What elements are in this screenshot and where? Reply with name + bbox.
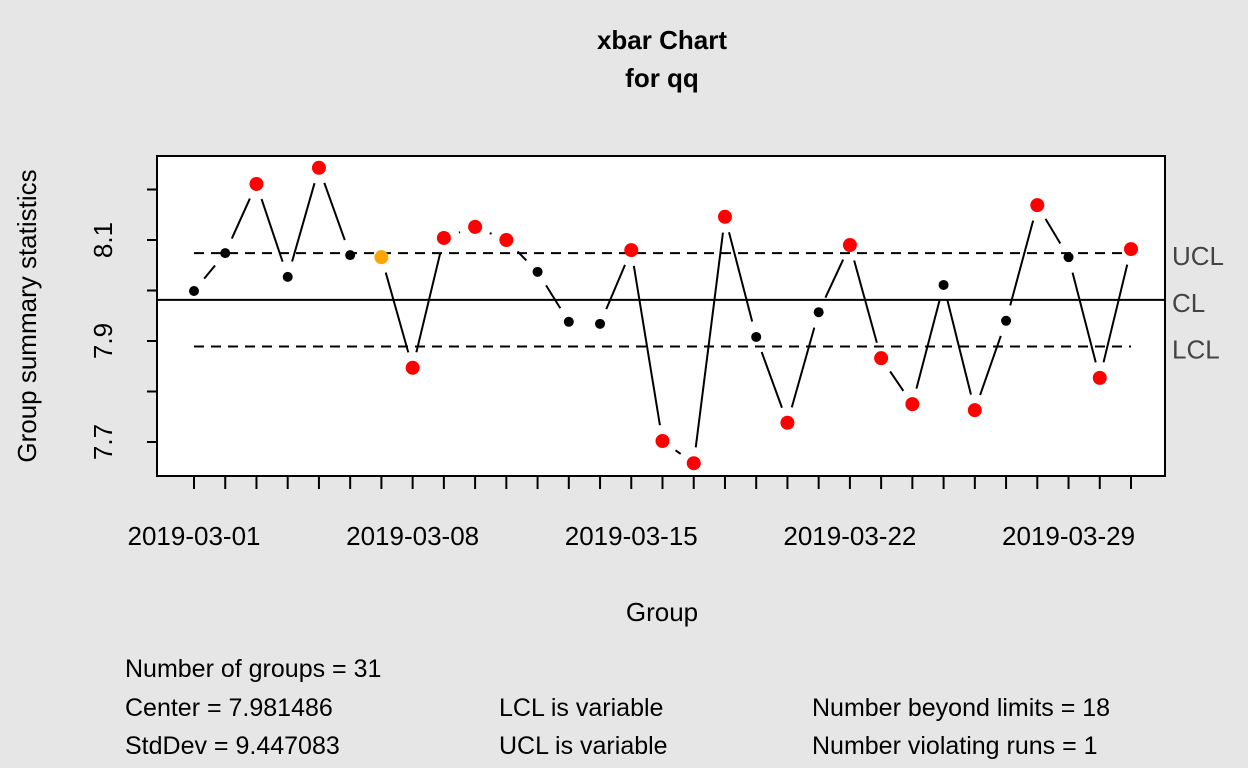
data-segment (824, 259, 845, 299)
data-point (1030, 198, 1045, 213)
data-segment (415, 253, 442, 353)
y-tick-label: 7.7 (88, 424, 118, 460)
stat-beyond: Number beyond limits = 18 (812, 694, 1111, 722)
data-point (655, 433, 670, 448)
stat-groups: Number of groups = 31 (125, 655, 382, 683)
data-segment (545, 284, 562, 309)
data-point (499, 233, 514, 247)
stat-runs: Number violating runs = 1 (812, 732, 1098, 760)
data-point (751, 331, 762, 342)
data-segment (632, 265, 661, 426)
data-segment (790, 327, 816, 408)
data-segment (728, 232, 754, 322)
data-segment (1044, 218, 1062, 244)
data-segment (291, 182, 316, 262)
y-tick-label: 7.9 (88, 323, 118, 359)
data-segment (853, 260, 878, 344)
data-segment (979, 335, 1002, 396)
data-segment (760, 351, 783, 409)
chart-subtitle: for qq (625, 63, 699, 93)
data-point (938, 279, 949, 290)
chart-title: xbar Chart (597, 25, 727, 55)
data-segment (674, 449, 682, 455)
data-point (436, 230, 451, 245)
data-segment (889, 370, 905, 392)
x-tick-label: 2019-03-22 (783, 521, 916, 551)
data-point (595, 318, 606, 329)
data-point (624, 243, 639, 258)
data-segment (1071, 272, 1097, 363)
data-point (220, 248, 231, 259)
data-point (1124, 242, 1138, 257)
data-point (874, 351, 889, 366)
x-axis-label: Group (626, 597, 698, 627)
data-point (468, 219, 483, 234)
data-point (1063, 252, 1074, 263)
data-segment (489, 232, 492, 235)
data-point (189, 286, 199, 297)
data-segment (1009, 220, 1035, 306)
x-tick-label: 2019-03-01 (128, 521, 261, 551)
data-point (405, 360, 420, 375)
lcl-label: LCL (1172, 335, 1220, 365)
stat-stddev: StdDev = 9.447083 (125, 732, 340, 760)
data-segment (260, 198, 284, 263)
data-point (967, 403, 982, 418)
ucl-label: UCL (1172, 241, 1224, 271)
data-segment (516, 250, 528, 262)
x-tick-label: 2019-03-15 (565, 521, 698, 551)
data-point (842, 238, 857, 253)
data-segment (384, 272, 410, 353)
y-tick-label: 8.1 (88, 222, 118, 258)
data-segment (203, 264, 216, 280)
data-point (311, 160, 326, 175)
cl-label: CL (1172, 288, 1205, 318)
stat-lcl: LCL is variable (499, 694, 664, 722)
data-segment (915, 300, 941, 389)
data-point (282, 271, 293, 282)
x-tick-label: 2019-03-08 (346, 521, 479, 551)
data-segment (230, 198, 251, 239)
y-axis-label: Group summary statistics (12, 169, 42, 462)
data-point (563, 316, 574, 327)
stat-center: Center = 7.981486 (125, 694, 333, 722)
data-point (532, 266, 543, 277)
plot-area (156, 155, 1166, 477)
data-point (1001, 315, 1012, 326)
data-point (1092, 370, 1107, 385)
data-point (249, 176, 264, 191)
data-segment (323, 182, 346, 241)
data-point (374, 250, 389, 265)
data-point (717, 209, 732, 224)
data-point (813, 307, 824, 318)
data-segment (1102, 264, 1129, 363)
data-point (905, 397, 920, 412)
data-segment (605, 264, 626, 310)
x-tick-label: 2019-03-29 (1002, 521, 1135, 551)
data-point (686, 456, 701, 471)
stat-ucl: UCL is variable (499, 732, 668, 760)
data-point (780, 415, 795, 430)
data-segment (694, 232, 724, 448)
data-segment (946, 300, 972, 395)
data-point (345, 250, 356, 261)
